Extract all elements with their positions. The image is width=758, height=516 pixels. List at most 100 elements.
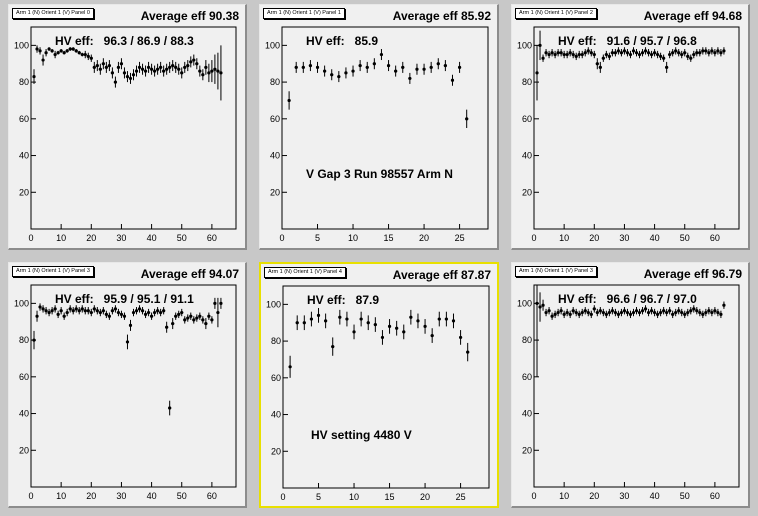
data-point	[592, 305, 596, 313]
data-point	[580, 308, 584, 317]
data-point	[607, 52, 611, 61]
data-point	[131, 308, 136, 317]
data-point	[550, 312, 554, 320]
data-point	[104, 61, 108, 73]
data-point	[625, 49, 630, 57]
data-point	[365, 61, 369, 73]
plot-svg-5: 0 10 20 30 40 50 60 20 40 60 80 100	[517, 284, 740, 501]
data-point	[44, 307, 48, 315]
data-point	[287, 91, 291, 110]
data-point	[668, 307, 672, 315]
x-tick-label: 20	[86, 233, 96, 243]
data-point	[713, 307, 717, 315]
x-tick-label: 10	[559, 491, 569, 501]
data-point	[556, 49, 560, 57]
data-point	[131, 69, 136, 81]
data-point	[192, 54, 196, 66]
hv-eff-label: HV eff: 85.9	[306, 34, 378, 48]
x-tick-label: 25	[456, 492, 466, 502]
data-point	[171, 60, 175, 72]
data-point	[110, 307, 114, 315]
data-point	[683, 49, 687, 57]
data-point	[189, 56, 193, 68]
data-point	[59, 49, 63, 53]
panel-label: Arm 1 (N) Orient 1 (V) Panel 4	[264, 267, 346, 278]
data-point	[294, 61, 298, 73]
data-point	[316, 308, 321, 323]
data-point	[92, 61, 96, 73]
data-point	[649, 307, 654, 315]
y-tick-label: 20	[19, 187, 29, 197]
data-point	[616, 47, 621, 55]
y-tick-label: 100	[14, 298, 29, 308]
plot-frame	[533, 26, 740, 230]
plot-pad-0[interactable]: 0 10 20 30 40 50 60 20 40 60 80 100 Arm 1 (N) Orient…	[8, 4, 247, 250]
data-point	[216, 52, 220, 90]
data-point	[692, 305, 696, 313]
data-point	[429, 61, 433, 73]
y-tick-label: 80	[19, 77, 29, 87]
plot-pad-4[interactable]: 0 5 10 15 20 25 20 40 60 80 100 Arm 1 (N) Orient 1 …	[259, 262, 499, 508]
y-tick-label: 100	[517, 40, 532, 50]
data-point	[330, 69, 334, 81]
data-point	[104, 310, 108, 319]
plot-pad-1[interactable]: 0 5 10 15 20 25 20 40 60 80 100 Arm 1 (N) Orient 1 …	[259, 4, 499, 250]
data-point	[162, 65, 166, 77]
plot-svg-0: 0 10 20 30 40 50 60 20 40 60 80 100	[14, 26, 237, 243]
data-point	[686, 308, 690, 317]
plot-pad-2[interactable]: 0 10 20 30 40 50 60 20 40 60 80 100 Arm 1 (N) Orient…	[511, 4, 750, 250]
x-tick-label: 0	[279, 233, 284, 243]
y-tick-label: 80	[270, 77, 280, 87]
y-tick-label: 60	[19, 372, 29, 382]
x-tick-label: 40	[650, 233, 660, 243]
data-point	[707, 307, 711, 315]
data-point	[649, 50, 654, 59]
hv-eff-caption: HV eff:	[307, 293, 346, 307]
y-tick-label: 40	[522, 409, 532, 419]
data-point	[583, 307, 587, 315]
data-point	[95, 60, 99, 72]
data-point	[35, 310, 39, 322]
data-point	[628, 50, 633, 59]
data-point	[171, 318, 175, 330]
y-tick-label: 20	[270, 187, 280, 197]
data-point	[451, 313, 456, 329]
data-point	[402, 324, 406, 340]
x-tick-label: 25	[455, 233, 465, 243]
data-point	[595, 308, 599, 317]
data-point	[415, 63, 419, 75]
data-point	[201, 316, 205, 324]
data-point	[659, 308, 663, 317]
data-point	[86, 307, 90, 315]
data-point	[98, 308, 102, 317]
data-point	[201, 69, 205, 81]
average-eff-title: Average eff 94.68	[643, 9, 742, 23]
y-tick-label: 20	[522, 187, 532, 197]
data-point	[74, 49, 78, 53]
data-point	[710, 308, 714, 317]
data-point	[113, 305, 118, 313]
data-point	[689, 307, 693, 315]
data-point	[137, 305, 142, 313]
data-point	[113, 76, 118, 88]
data-point	[53, 305, 57, 313]
y-tick-label: 60	[271, 373, 281, 383]
x-tick-label: 60	[207, 491, 217, 501]
data-point	[535, 285, 539, 377]
data-point	[568, 310, 572, 319]
plot-pad-5[interactable]: 0 10 20 30 40 50 60 20 40 60 80 100 Arm 1 (N) Orient…	[511, 262, 750, 508]
y-tick-label: 20	[522, 445, 532, 455]
data-point	[710, 47, 714, 55]
data-point	[394, 65, 398, 77]
data-point	[565, 308, 569, 317]
data-point	[128, 72, 133, 84]
data-point	[359, 311, 363, 327]
data-point	[550, 49, 554, 57]
data-point	[668, 50, 672, 59]
plot-pad-3[interactable]: 0 10 20 30 40 50 60 20 40 60 80 100 Arm 1 (N) Orient…	[8, 262, 247, 508]
data-point	[89, 308, 93, 317]
data-point	[143, 65, 148, 77]
data-point	[466, 342, 470, 362]
data-point	[589, 49, 593, 57]
data-point	[373, 317, 377, 332]
